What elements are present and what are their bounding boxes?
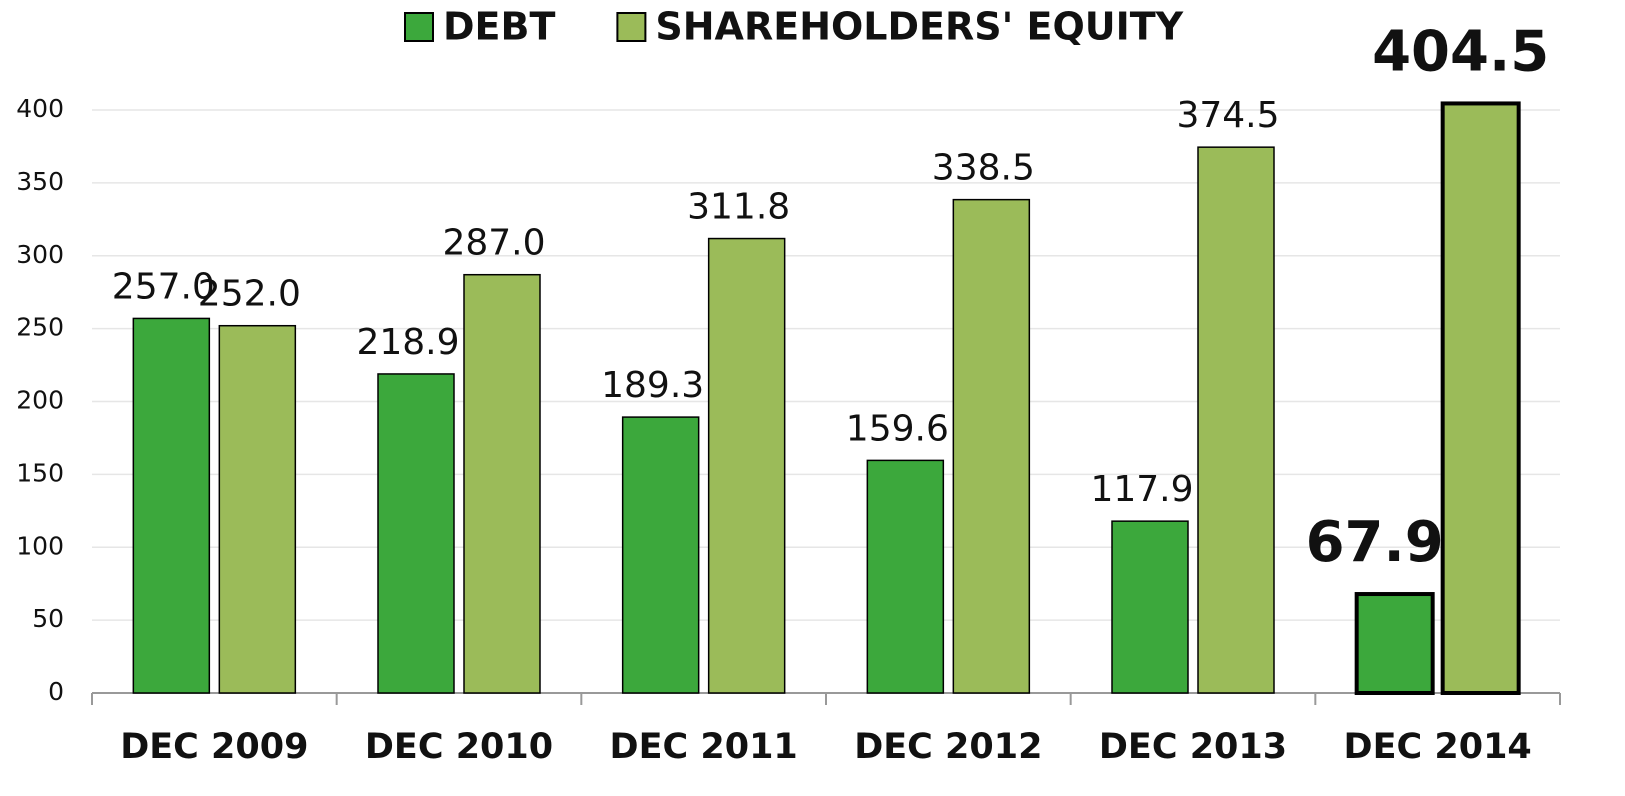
legend-label: DEBT (443, 5, 555, 49)
bar (1440, 101, 1521, 696)
value-label: 252.0 (198, 274, 301, 315)
value-label: 404.5 (1372, 20, 1549, 85)
bar (218, 324, 297, 694)
y-tick-label: 0 (48, 677, 64, 706)
bar (377, 373, 455, 694)
y-tick-label: 200 (16, 386, 64, 415)
y-tick-label: 350 (16, 167, 64, 196)
value-label: 67.9 (1306, 510, 1444, 575)
bar (707, 237, 786, 694)
y-tick-label: 250 (16, 313, 64, 342)
bar (1354, 592, 1435, 696)
bar (132, 317, 211, 694)
legend-label: SHAREHOLDERS' EQUITY (655, 5, 1183, 49)
x-tick-label: DEC 2013 (1099, 727, 1287, 767)
bar (1197, 146, 1275, 694)
x-tick-label: DEC 2009 (120, 727, 308, 767)
y-tick-label: 400 (16, 94, 64, 123)
x-tick-label: DEC 2010 (365, 727, 553, 767)
legend-swatch (616, 12, 647, 42)
legend-swatch (404, 12, 434, 42)
bar (621, 416, 700, 694)
value-label: 257.0 (112, 266, 215, 307)
value-label: 117.9 (1090, 469, 1193, 510)
value-label: 189.3 (601, 365, 704, 406)
x-tick-label: DEC 2012 (854, 727, 1042, 767)
bar (1111, 520, 1189, 694)
value-label: 159.6 (846, 408, 949, 449)
y-tick-label: 300 (16, 240, 64, 269)
y-tick-label: 150 (16, 458, 64, 487)
value-label: 374.5 (1176, 95, 1279, 136)
bar (866, 459, 945, 694)
x-tick-label: DEC 2011 (610, 727, 798, 767)
value-label: 338.5 (932, 148, 1035, 189)
bar (952, 198, 1031, 694)
value-label: 218.9 (356, 322, 459, 363)
value-label: 311.8 (687, 187, 790, 228)
x-tick-label: DEC 2014 (1344, 727, 1532, 767)
value-label: 287.0 (442, 223, 545, 264)
y-tick-label: 100 (16, 531, 64, 560)
bar (463, 273, 541, 694)
y-tick-label: 50 (32, 604, 64, 633)
